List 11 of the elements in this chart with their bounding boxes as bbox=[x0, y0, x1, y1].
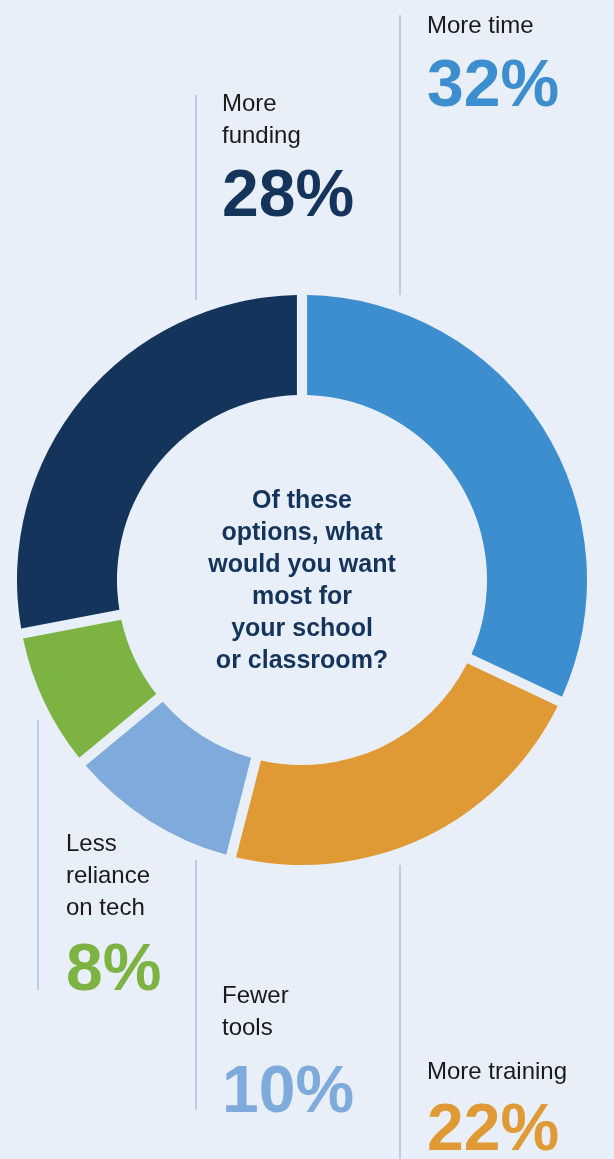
text: Of these options, what would you want most for your school or classroom? bbox=[207, 485, 397, 673]
data-label: 32% bbox=[427, 46, 560, 120]
slice-label: Fewer tools bbox=[222, 981, 289, 1040]
slice-label: More time bbox=[427, 11, 534, 38]
slice-label: More funding bbox=[222, 89, 301, 148]
slice-label: More training bbox=[427, 1057, 568, 1084]
data-label: 8% bbox=[66, 930, 162, 1004]
data-label: 22% bbox=[427, 1090, 560, 1159]
slice-label: Less reliance on tech bbox=[66, 829, 151, 920]
data-label: 10% bbox=[222, 1052, 355, 1126]
data-label: 28% bbox=[222, 156, 355, 230]
